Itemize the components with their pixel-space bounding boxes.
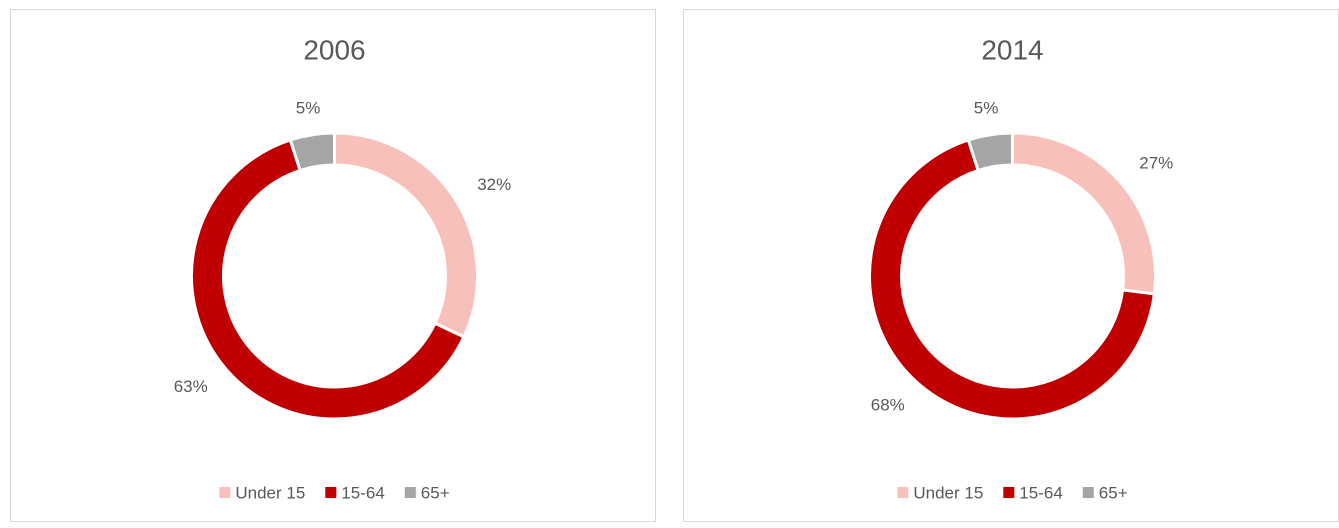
legend-label: 65+ [421,483,450,502]
data-label: 27% [1139,154,1173,173]
data-label: 32% [477,175,511,194]
chart: 2006 32% 63% 5% Under 15 15-64 65+ [10,9,656,522]
chart-frame [10,9,656,522]
chart-frame [683,9,1339,522]
legend-swatch [1003,487,1015,498]
legend-swatch [897,487,909,498]
legend-swatch [404,487,416,498]
legend: Under 15 15-64 65+ [897,483,1128,502]
data-label: 68% [871,396,905,415]
chart-title: 2006 [303,34,365,65]
legend-swatch [1082,487,1094,498]
data-label: 63% [174,377,208,396]
donut-segment [288,131,336,173]
donut-segment [868,138,1157,421]
data-label: 5% [974,99,999,118]
donut-segment [966,131,1014,173]
legend-label: Under 15 [235,483,305,502]
legend-swatch [325,487,337,498]
legend-swatch [219,487,231,498]
chart: 2014 27% 68% 5% Under 15 15-64 65+ [683,9,1339,522]
legend-label: 65+ [1099,483,1128,502]
donut-segment [190,138,466,421]
chart-title: 2014 [981,34,1043,65]
legend: Under 15 15-64 65+ [219,483,450,502]
data-label: 5% [296,99,321,118]
legend-label: 15-64 [1019,483,1062,502]
legend-label: Under 15 [913,483,983,502]
legend-label: 15-64 [341,483,384,502]
